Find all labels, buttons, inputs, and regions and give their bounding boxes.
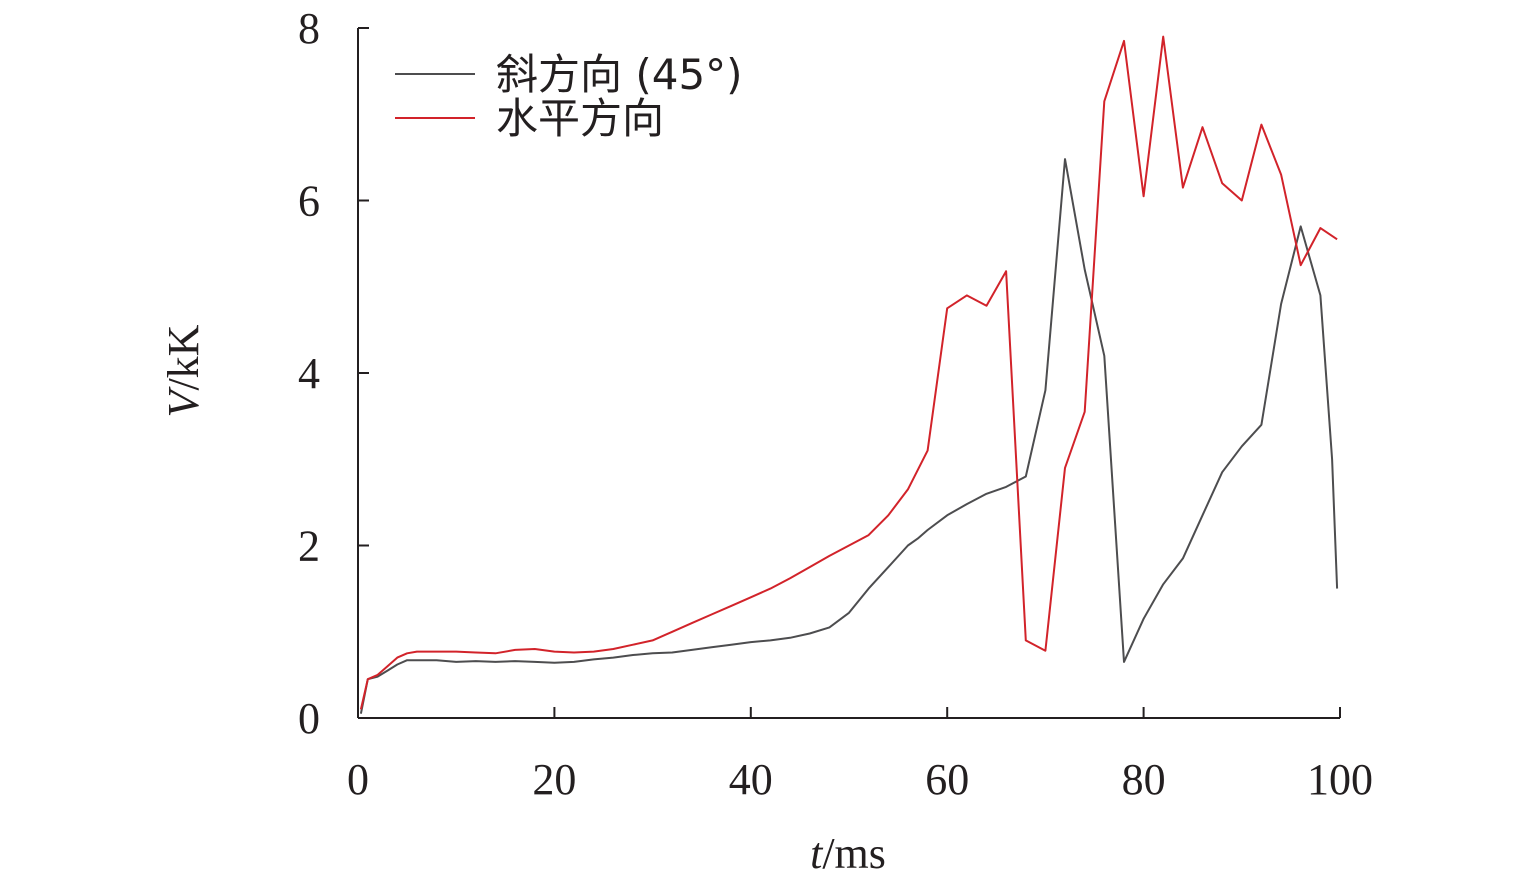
x-tick-label: 60 [925, 755, 969, 804]
x-axis-title: t/ms [810, 829, 886, 878]
y-tick-label: 6 [298, 177, 320, 226]
legend: 斜方向 (45°)水平方向 [395, 50, 743, 143]
series-line-1 [359, 35, 1338, 710]
y-tick-label: 2 [298, 522, 320, 571]
x-tick-label: 40 [729, 755, 773, 804]
x-axis-unit: /ms [822, 829, 886, 878]
x-tick-label: 20 [532, 755, 576, 804]
series-line-0 [359, 158, 1339, 714]
series-lines [359, 35, 1339, 714]
x-tick-label: 80 [1122, 755, 1166, 804]
x-tick-label: 0 [347, 755, 369, 804]
y-axis-title: V/kK [159, 324, 208, 417]
y-axis-variable: V [159, 385, 208, 417]
axes: 0 20 40 60 80 100 0 2 4 6 8 [298, 4, 1373, 804]
y-tick-label: 4 [298, 349, 320, 398]
legend-label-1: 水平方向 [496, 94, 664, 143]
y-tick-label: 0 [298, 694, 320, 743]
y-tick-label: 8 [298, 4, 320, 53]
legend-label-0: 斜方向 (45°) [496, 50, 743, 99]
x-axis-variable: t [810, 829, 824, 878]
x-tick-label: 100 [1307, 755, 1373, 804]
y-axis-unit: /kK [159, 324, 208, 390]
